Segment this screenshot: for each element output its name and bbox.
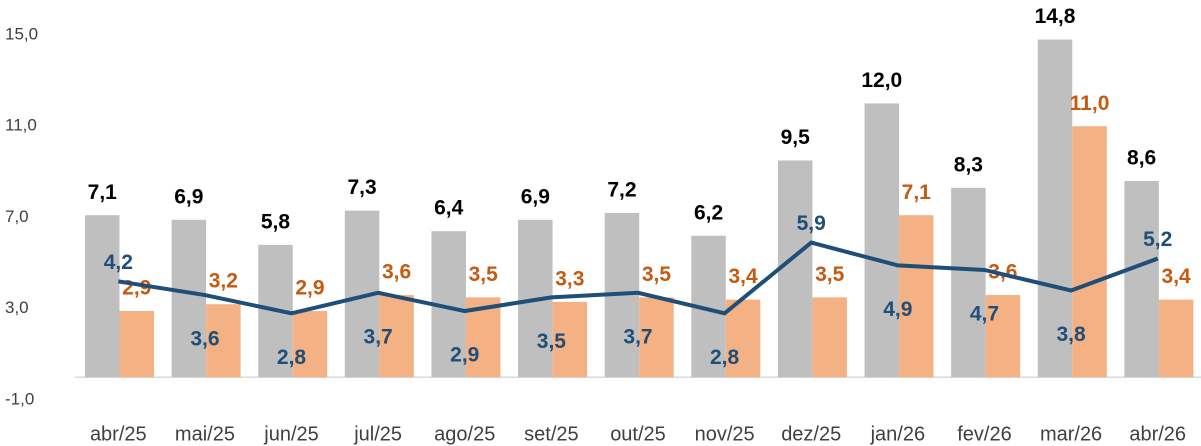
data-label: 3,7	[364, 325, 393, 348]
data-label: 5,9	[797, 212, 826, 235]
data-label: 3,5	[642, 263, 672, 286]
data-label: 9,5	[781, 126, 811, 149]
y-tick-label: 3,0	[5, 298, 29, 317]
data-label: 7,1	[902, 181, 932, 204]
data-label: 3,5	[537, 330, 567, 353]
x-tick-label: mar/26	[1040, 423, 1102, 445]
data-label: 2,9	[122, 277, 151, 300]
x-tick-label: jun/25	[263, 423, 319, 445]
bar	[1124, 181, 1159, 378]
bar	[1072, 126, 1107, 378]
y-tick-label: 7,0	[5, 207, 29, 226]
bar	[864, 103, 900, 378]
data-label: 5,8	[261, 210, 291, 233]
x-tick-label: abr/25	[90, 423, 147, 445]
data-label: 7,1	[88, 181, 118, 204]
data-label: 3,4	[728, 265, 758, 288]
bar	[777, 160, 813, 378]
data-label: 6,2	[694, 201, 723, 224]
x-tick-label: jan/26	[870, 423, 926, 445]
data-label: 4,9	[883, 298, 912, 321]
x-tick-label: nov/25	[695, 423, 755, 445]
data-label: 7,3	[347, 176, 376, 199]
bar	[899, 215, 934, 378]
x-tick-label: out/25	[610, 423, 666, 445]
bar	[292, 311, 328, 378]
y-tick-label: -1,0	[5, 389, 34, 408]
x-tick-label: mai/25	[175, 423, 235, 445]
data-label: 2,8	[710, 346, 740, 369]
data-label: 3,5	[469, 263, 499, 286]
data-label: 6,9	[174, 185, 203, 208]
bar	[206, 304, 241, 378]
data-label: 6,9	[521, 185, 550, 208]
data-label: 5,2	[1143, 228, 1172, 251]
data-label: 3,6	[190, 328, 219, 351]
x-tick-label: fev/26	[957, 423, 1011, 445]
x-tick-label: abr/26	[1129, 423, 1186, 445]
bar	[1158, 299, 1194, 378]
data-label: 8,3	[954, 153, 983, 176]
data-label: 3,4	[1162, 265, 1192, 288]
line	[117, 240, 1159, 316]
y-tick-label: 11,0	[5, 116, 37, 135]
data-label: 8,6	[1127, 147, 1156, 170]
y-tick-label: 15,0	[5, 24, 38, 43]
data-label: 3,7	[623, 325, 652, 348]
data-label: 3,5	[815, 263, 845, 286]
bar	[171, 219, 207, 378]
x-tick-label: set/25	[524, 423, 578, 445]
bar	[85, 215, 120, 378]
bar	[639, 297, 674, 378]
data-label: 3,8	[1056, 323, 1086, 346]
x-tick-label: ago/25	[434, 423, 495, 445]
data-label: 2,9	[450, 344, 479, 367]
data-label: 7,2	[607, 178, 636, 201]
bar	[985, 295, 1021, 378]
bar	[552, 301, 588, 378]
data-label: 12,0	[861, 69, 902, 92]
bar	[951, 187, 986, 378]
bar	[379, 295, 414, 378]
bar	[725, 299, 761, 378]
data-label: 3,6	[382, 261, 411, 284]
data-label: 2,9	[295, 277, 324, 300]
data-label: 11,0	[1070, 92, 1110, 115]
bar	[812, 297, 847, 378]
data-label: 4,7	[970, 303, 999, 326]
data-label: 3,3	[555, 267, 584, 290]
data-label: 6,4	[434, 197, 464, 220]
data-label: 3,2	[209, 270, 238, 293]
x-tick-label: dez/25	[781, 423, 841, 445]
bar	[1037, 39, 1073, 378]
data-label: 14,8	[1035, 5, 1076, 28]
bar	[119, 311, 154, 378]
data-label: 4,2	[104, 251, 133, 274]
data-label: 2,8	[277, 346, 307, 369]
x-tick-label: jul/25	[353, 423, 402, 445]
